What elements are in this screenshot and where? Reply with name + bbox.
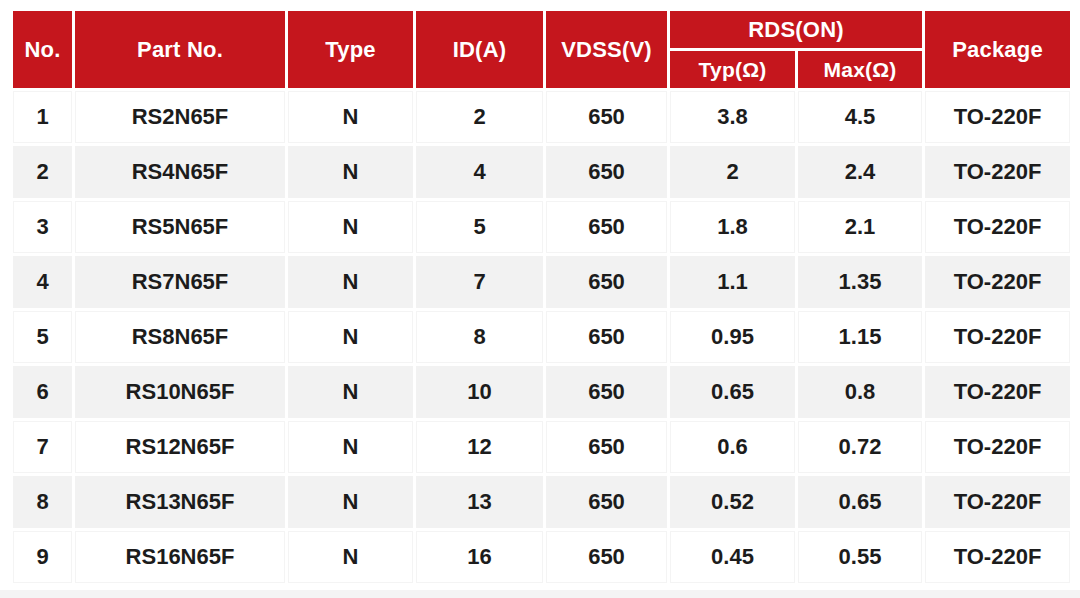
cell-type: N xyxy=(287,255,415,310)
cell-no: 6 xyxy=(12,365,74,420)
cell-id: 8 xyxy=(415,310,545,365)
cell-package: TO-220F xyxy=(924,475,1072,530)
cell-package: TO-220F xyxy=(924,255,1072,310)
cell-type: N xyxy=(287,475,415,530)
cell-part-no: RS16N65F xyxy=(74,530,287,585)
cell-part-no: RS4N65F xyxy=(74,145,287,200)
header-rds-typ: Typ(Ω) xyxy=(669,50,797,90)
cell-package: TO-220F xyxy=(924,530,1072,585)
table-row: 9 RS16N65F N 16 650 0.45 0.55 TO-220F xyxy=(12,530,1072,585)
header-row-top: No. Part No. Type ID(A) VDSS(V) RDS(ON) … xyxy=(12,10,1072,50)
cell-package: TO-220F xyxy=(924,145,1072,200)
cell-no: 7 xyxy=(12,420,74,475)
cell-rds-max: 0.72 xyxy=(797,420,924,475)
cell-no: 2 xyxy=(12,145,74,200)
table-row: 5 RS8N65F N 8 650 0.95 1.15 TO-220F xyxy=(12,310,1072,365)
cell-package: TO-220F xyxy=(924,310,1072,365)
cell-part-no: RS13N65F xyxy=(74,475,287,530)
cell-type: N xyxy=(287,310,415,365)
cell-package: TO-220F xyxy=(924,90,1072,145)
cell-rds-max: 1.35 xyxy=(797,255,924,310)
cell-type: N xyxy=(287,145,415,200)
cell-rds-max: 1.15 xyxy=(797,310,924,365)
cell-rds-max: 4.5 xyxy=(797,90,924,145)
cell-vdss: 650 xyxy=(545,420,669,475)
cell-rds-typ: 0.52 xyxy=(669,475,797,530)
cell-rds-max: 0.8 xyxy=(797,365,924,420)
cell-rds-max: 2.4 xyxy=(797,145,924,200)
cell-vdss: 650 xyxy=(545,475,669,530)
cell-part-no: RS8N65F xyxy=(74,310,287,365)
cell-id: 4 xyxy=(415,145,545,200)
header-rds-max: Max(Ω) xyxy=(797,50,924,90)
cell-vdss: 650 xyxy=(545,365,669,420)
cell-no: 9 xyxy=(12,530,74,585)
header-id-a: ID(A) xyxy=(415,10,545,90)
cell-rds-max: 2.1 xyxy=(797,200,924,255)
cell-rds-typ: 0.45 xyxy=(669,530,797,585)
header-type: Type xyxy=(287,10,415,90)
table-body: 1 RS2N65F N 2 650 3.8 4.5 TO-220F 2 RS4N… xyxy=(12,90,1072,585)
cell-package: TO-220F xyxy=(924,420,1072,475)
cell-vdss: 650 xyxy=(545,90,669,145)
table-row: 6 RS10N65F N 10 650 0.65 0.8 TO-220F xyxy=(12,365,1072,420)
cell-rds-typ: 2 xyxy=(669,145,797,200)
cell-package: TO-220F xyxy=(924,365,1072,420)
cell-part-no: RS5N65F xyxy=(74,200,287,255)
cell-vdss: 650 xyxy=(545,255,669,310)
table-row: 1 RS2N65F N 2 650 3.8 4.5 TO-220F xyxy=(12,90,1072,145)
mosfet-spec-table: No. Part No. Type ID(A) VDSS(V) RDS(ON) … xyxy=(10,8,1073,586)
cell-package: TO-220F xyxy=(924,200,1072,255)
table-header: No. Part No. Type ID(A) VDSS(V) RDS(ON) … xyxy=(12,10,1072,90)
header-rds-on: RDS(ON) xyxy=(669,10,924,50)
cell-no: 3 xyxy=(12,200,74,255)
cell-part-no: RS7N65F xyxy=(74,255,287,310)
cell-id: 12 xyxy=(415,420,545,475)
cell-rds-max: 0.55 xyxy=(797,530,924,585)
header-no: No. xyxy=(12,10,74,90)
cell-id: 2 xyxy=(415,90,545,145)
cell-rds-typ: 0.65 xyxy=(669,365,797,420)
cell-no: 5 xyxy=(12,310,74,365)
table-row: 7 RS12N65F N 12 650 0.6 0.72 TO-220F xyxy=(12,420,1072,475)
table-row: 8 RS13N65F N 13 650 0.52 0.65 TO-220F xyxy=(12,475,1072,530)
bottom-divider xyxy=(0,590,1080,598)
page: No. Part No. Type ID(A) VDSS(V) RDS(ON) … xyxy=(0,0,1080,598)
cell-vdss: 650 xyxy=(545,200,669,255)
header-part-no: Part No. xyxy=(74,10,287,90)
cell-rds-max: 0.65 xyxy=(797,475,924,530)
cell-part-no: RS12N65F xyxy=(74,420,287,475)
cell-no: 8 xyxy=(12,475,74,530)
cell-part-no: RS10N65F xyxy=(74,365,287,420)
cell-type: N xyxy=(287,530,415,585)
cell-part-no: RS2N65F xyxy=(74,90,287,145)
cell-id: 16 xyxy=(415,530,545,585)
cell-type: N xyxy=(287,420,415,475)
cell-no: 4 xyxy=(12,255,74,310)
cell-id: 5 xyxy=(415,200,545,255)
table-row: 4 RS7N65F N 7 650 1.1 1.35 TO-220F xyxy=(12,255,1072,310)
header-package: Package xyxy=(924,10,1072,90)
cell-type: N xyxy=(287,200,415,255)
cell-rds-typ: 0.6 xyxy=(669,420,797,475)
cell-id: 13 xyxy=(415,475,545,530)
table-row: 2 RS4N65F N 4 650 2 2.4 TO-220F xyxy=(12,145,1072,200)
cell-type: N xyxy=(287,90,415,145)
cell-vdss: 650 xyxy=(545,530,669,585)
header-vdss: VDSS(V) xyxy=(545,10,669,90)
cell-rds-typ: 1.1 xyxy=(669,255,797,310)
cell-id: 10 xyxy=(415,365,545,420)
cell-no: 1 xyxy=(12,90,74,145)
cell-id: 7 xyxy=(415,255,545,310)
cell-vdss: 650 xyxy=(545,310,669,365)
cell-vdss: 650 xyxy=(545,145,669,200)
cell-type: N xyxy=(287,365,415,420)
cell-rds-typ: 1.8 xyxy=(669,200,797,255)
table-row: 3 RS5N65F N 5 650 1.8 2.1 TO-220F xyxy=(12,200,1072,255)
cell-rds-typ: 0.95 xyxy=(669,310,797,365)
cell-rds-typ: 3.8 xyxy=(669,90,797,145)
